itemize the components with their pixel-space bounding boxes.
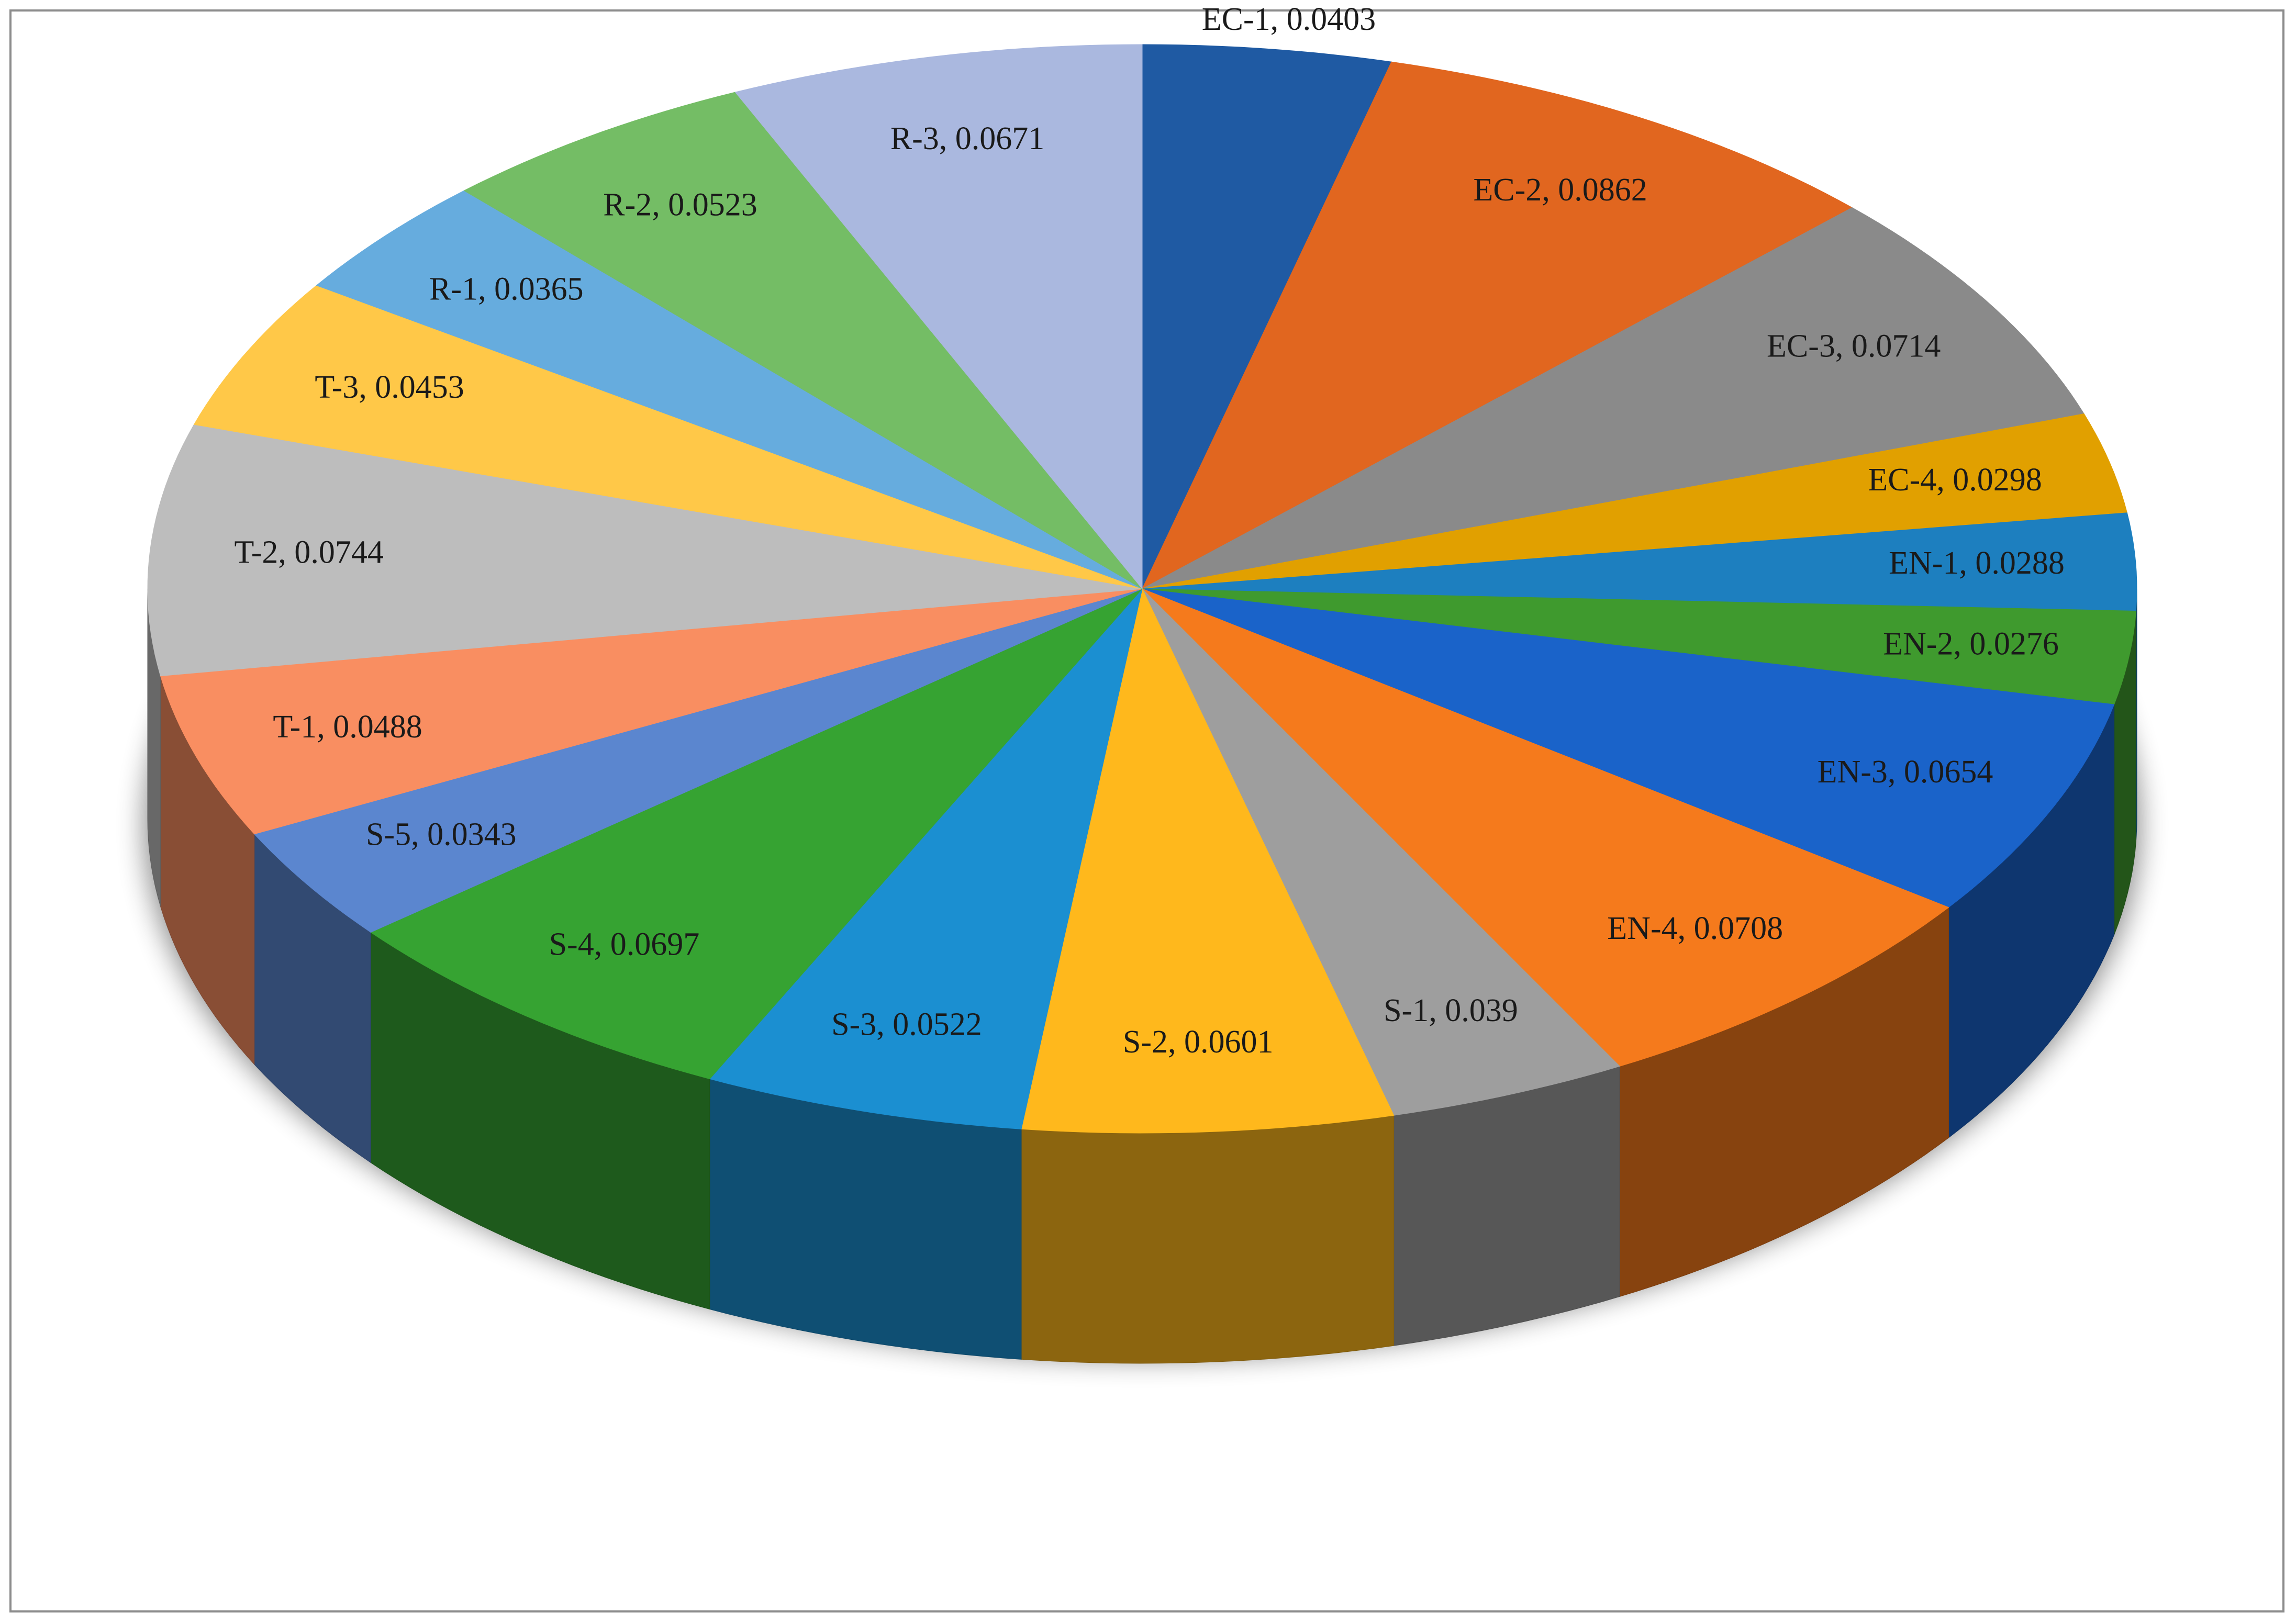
pie-slice-t-3 — [193, 285, 1143, 589]
slice-label-r-2: R-2, 0.0523 — [603, 187, 757, 222]
slice-label-ec-4: EC-4, 0.0298 — [1868, 462, 2042, 498]
slice-label-s-3: S-3, 0.0522 — [831, 1006, 982, 1042]
slice-label-s-5: S-5, 0.0343 — [366, 817, 517, 853]
pie-slice-r-2 — [463, 92, 1143, 589]
pie-slice-en-2 — [1142, 588, 2136, 705]
pie-slice-s-3 — [709, 588, 1143, 1129]
slice-label-en-1: EN-1, 0.0288 — [1889, 545, 2065, 581]
slice-label-ec-1: EC-1, 0.0403 — [1202, 2, 1376, 37]
slice-label-ec-3: EC-3, 0.0714 — [1767, 328, 1941, 364]
pie-slice-ec-1 — [1142, 44, 1392, 589]
slice-label-en-2: EN-2, 0.0276 — [1883, 626, 2059, 662]
slice-label-en-4: EN-4, 0.0708 — [1607, 911, 1783, 946]
pie-slice-ec-4 — [1142, 413, 2128, 589]
pie-slice-en-3 — [1142, 588, 2115, 908]
slice-label-en-3: EN-3, 0.0654 — [1818, 754, 1993, 790]
pie-slice-ec-3 — [1142, 207, 2085, 589]
pie-side-s-2 — [1021, 1115, 1395, 1364]
pie-slice-s-4 — [370, 588, 1143, 1080]
slice-label-r-1: R-1, 0.0365 — [429, 272, 584, 307]
slice-label-s-2: S-2, 0.0601 — [1123, 1024, 1274, 1060]
slice-label-t-3: T-3, 0.0453 — [315, 369, 464, 405]
pie-slice-r-1 — [316, 190, 1143, 589]
slice-label-s-1: S-1, 0.039 — [1384, 993, 1518, 1028]
pie-slice-t-2 — [147, 424, 1143, 677]
pie-slice-en-1 — [1142, 512, 2137, 612]
pie-slice-s-2 — [1021, 588, 1395, 1134]
slice-label-r-3: R-3, 0.0671 — [890, 121, 1045, 156]
slice-label-t-2: T-2, 0.0744 — [235, 535, 384, 570]
slice-label-s-4: S-4, 0.0697 — [549, 927, 700, 962]
pie-slice-r-3 — [734, 44, 1143, 590]
slice-label-ec-2: EC-2, 0.0862 — [1473, 172, 1647, 208]
pie-slice-t-1 — [160, 588, 1143, 835]
slice-label-t-1: T-1, 0.0488 — [273, 709, 422, 745]
pie-slice-ec-2 — [1141, 61, 1853, 590]
pie-slice-en-4 — [1142, 588, 1949, 1067]
pie-slice-s-5 — [253, 588, 1143, 933]
pie-slice-s-1 — [1142, 588, 1621, 1116]
